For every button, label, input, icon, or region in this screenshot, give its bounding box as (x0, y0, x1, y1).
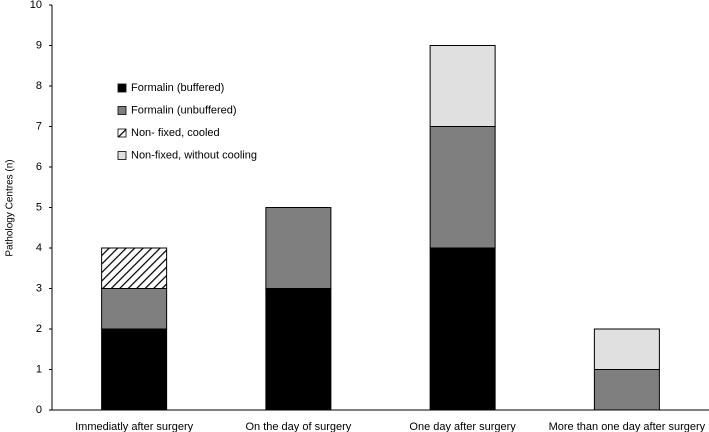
legend-swatch (117, 83, 127, 93)
x-tick-label: Immediatly after surgery (75, 421, 193, 432)
bar-segment (101, 288, 168, 330)
x-tick-label: More than one day after surgery (549, 421, 706, 432)
y-tick-label: 5 (36, 201, 42, 213)
legend-swatch (117, 128, 127, 138)
x-tick-label: On the day of surgery (245, 421, 351, 432)
bar-segment (429, 45, 496, 127)
bar-segment (593, 369, 660, 411)
x-tick-label: One day after surgery (409, 421, 516, 432)
legend-label: Formalin (buffered) (131, 82, 224, 94)
bar-segment (265, 288, 332, 411)
y-tick-label: 0 (36, 404, 42, 416)
y-tick-label: 9 (36, 39, 42, 51)
bar-segment (101, 247, 168, 289)
legend-swatch (117, 106, 127, 115)
y-tick-label: 8 (36, 80, 42, 92)
legend-label: Formalin (unbuffered) (131, 104, 237, 116)
y-tick-label: 6 (36, 161, 42, 173)
bar-segment (101, 328, 168, 411)
legend-label: Non-fixed, without cooling (131, 149, 257, 161)
y-tick-label: 10 (30, 0, 42, 11)
y-tick-label: 1 (36, 363, 42, 375)
bar-segment (429, 247, 496, 411)
bar-segment (265, 207, 332, 289)
y-axis-label: Pathology Centres (n) (5, 159, 16, 256)
y-tick-label: 7 (36, 120, 42, 132)
y-tick-label: 3 (36, 282, 42, 294)
bar-segment (429, 126, 496, 249)
y-tick-label: 4 (36, 242, 42, 254)
bar-segment (593, 328, 660, 370)
legend-swatch (117, 151, 127, 160)
y-tick-label: 2 (36, 323, 42, 335)
legend-label: Non- fixed, cooled (131, 127, 220, 139)
